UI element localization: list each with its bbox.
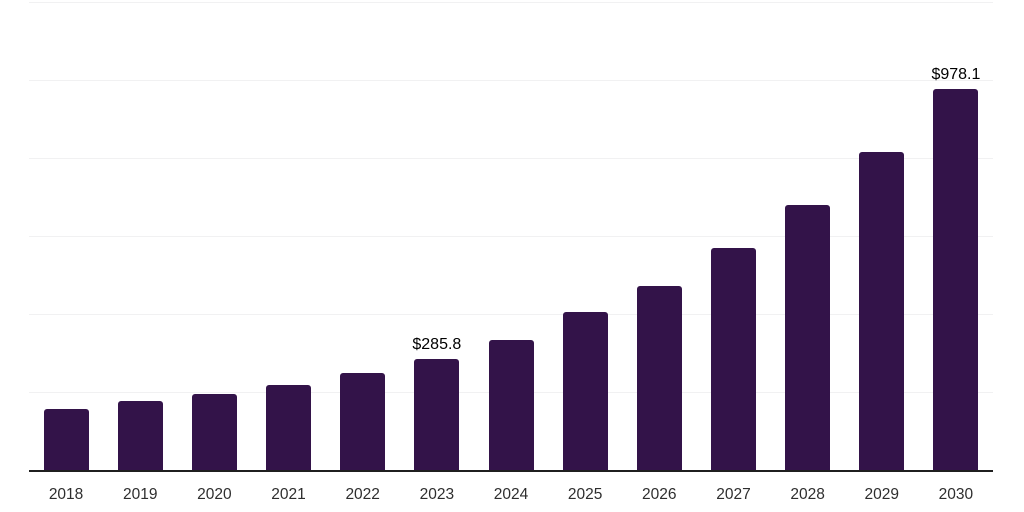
x-tick-2030: 2030 bbox=[938, 486, 974, 503]
x-tick-2025: 2025 bbox=[567, 486, 603, 503]
bar-2021[interactable] bbox=[266, 384, 312, 470]
bar-2018[interactable] bbox=[43, 409, 89, 470]
bar-2022[interactable] bbox=[340, 373, 386, 470]
bar-2026[interactable] bbox=[636, 285, 682, 470]
x-axis-line bbox=[29, 470, 993, 472]
gridline-800 bbox=[29, 158, 993, 159]
x-tick-2028: 2028 bbox=[790, 486, 825, 503]
bar-2024[interactable] bbox=[488, 340, 534, 470]
x-tick-2027: 2027 bbox=[716, 486, 751, 503]
bar-2028[interactable] bbox=[785, 205, 831, 470]
x-tick-2023: 2023 bbox=[419, 486, 455, 503]
bar-value-label-2030: $978.1 bbox=[931, 65, 981, 83]
gridline-600 bbox=[29, 236, 993, 237]
bar-2029[interactable] bbox=[859, 152, 905, 470]
bar-2027[interactable] bbox=[710, 248, 756, 470]
bar-2030[interactable] bbox=[933, 88, 979, 470]
x-tick-2024: 2024 bbox=[493, 486, 529, 503]
bar-2019[interactable] bbox=[117, 400, 163, 470]
x-tick-2018: 2018 bbox=[48, 486, 84, 503]
gridline-400 bbox=[29, 314, 993, 315]
bar-2025[interactable] bbox=[562, 311, 608, 470]
x-tick-2019: 2019 bbox=[122, 486, 158, 503]
x-tick-2020: 2020 bbox=[197, 486, 232, 503]
bar-2023[interactable] bbox=[414, 358, 460, 470]
gridline-1200 bbox=[29, 2, 993, 3]
bar-value-label-2023: $285.8 bbox=[412, 335, 462, 353]
x-tick-2022: 2022 bbox=[345, 486, 380, 503]
x-tick-2021: 2021 bbox=[271, 486, 306, 503]
x-tick-2026: 2026 bbox=[642, 486, 677, 503]
gridline-1000 bbox=[29, 80, 993, 81]
bar-2020[interactable] bbox=[191, 393, 237, 470]
x-tick-2029: 2029 bbox=[864, 486, 899, 503]
